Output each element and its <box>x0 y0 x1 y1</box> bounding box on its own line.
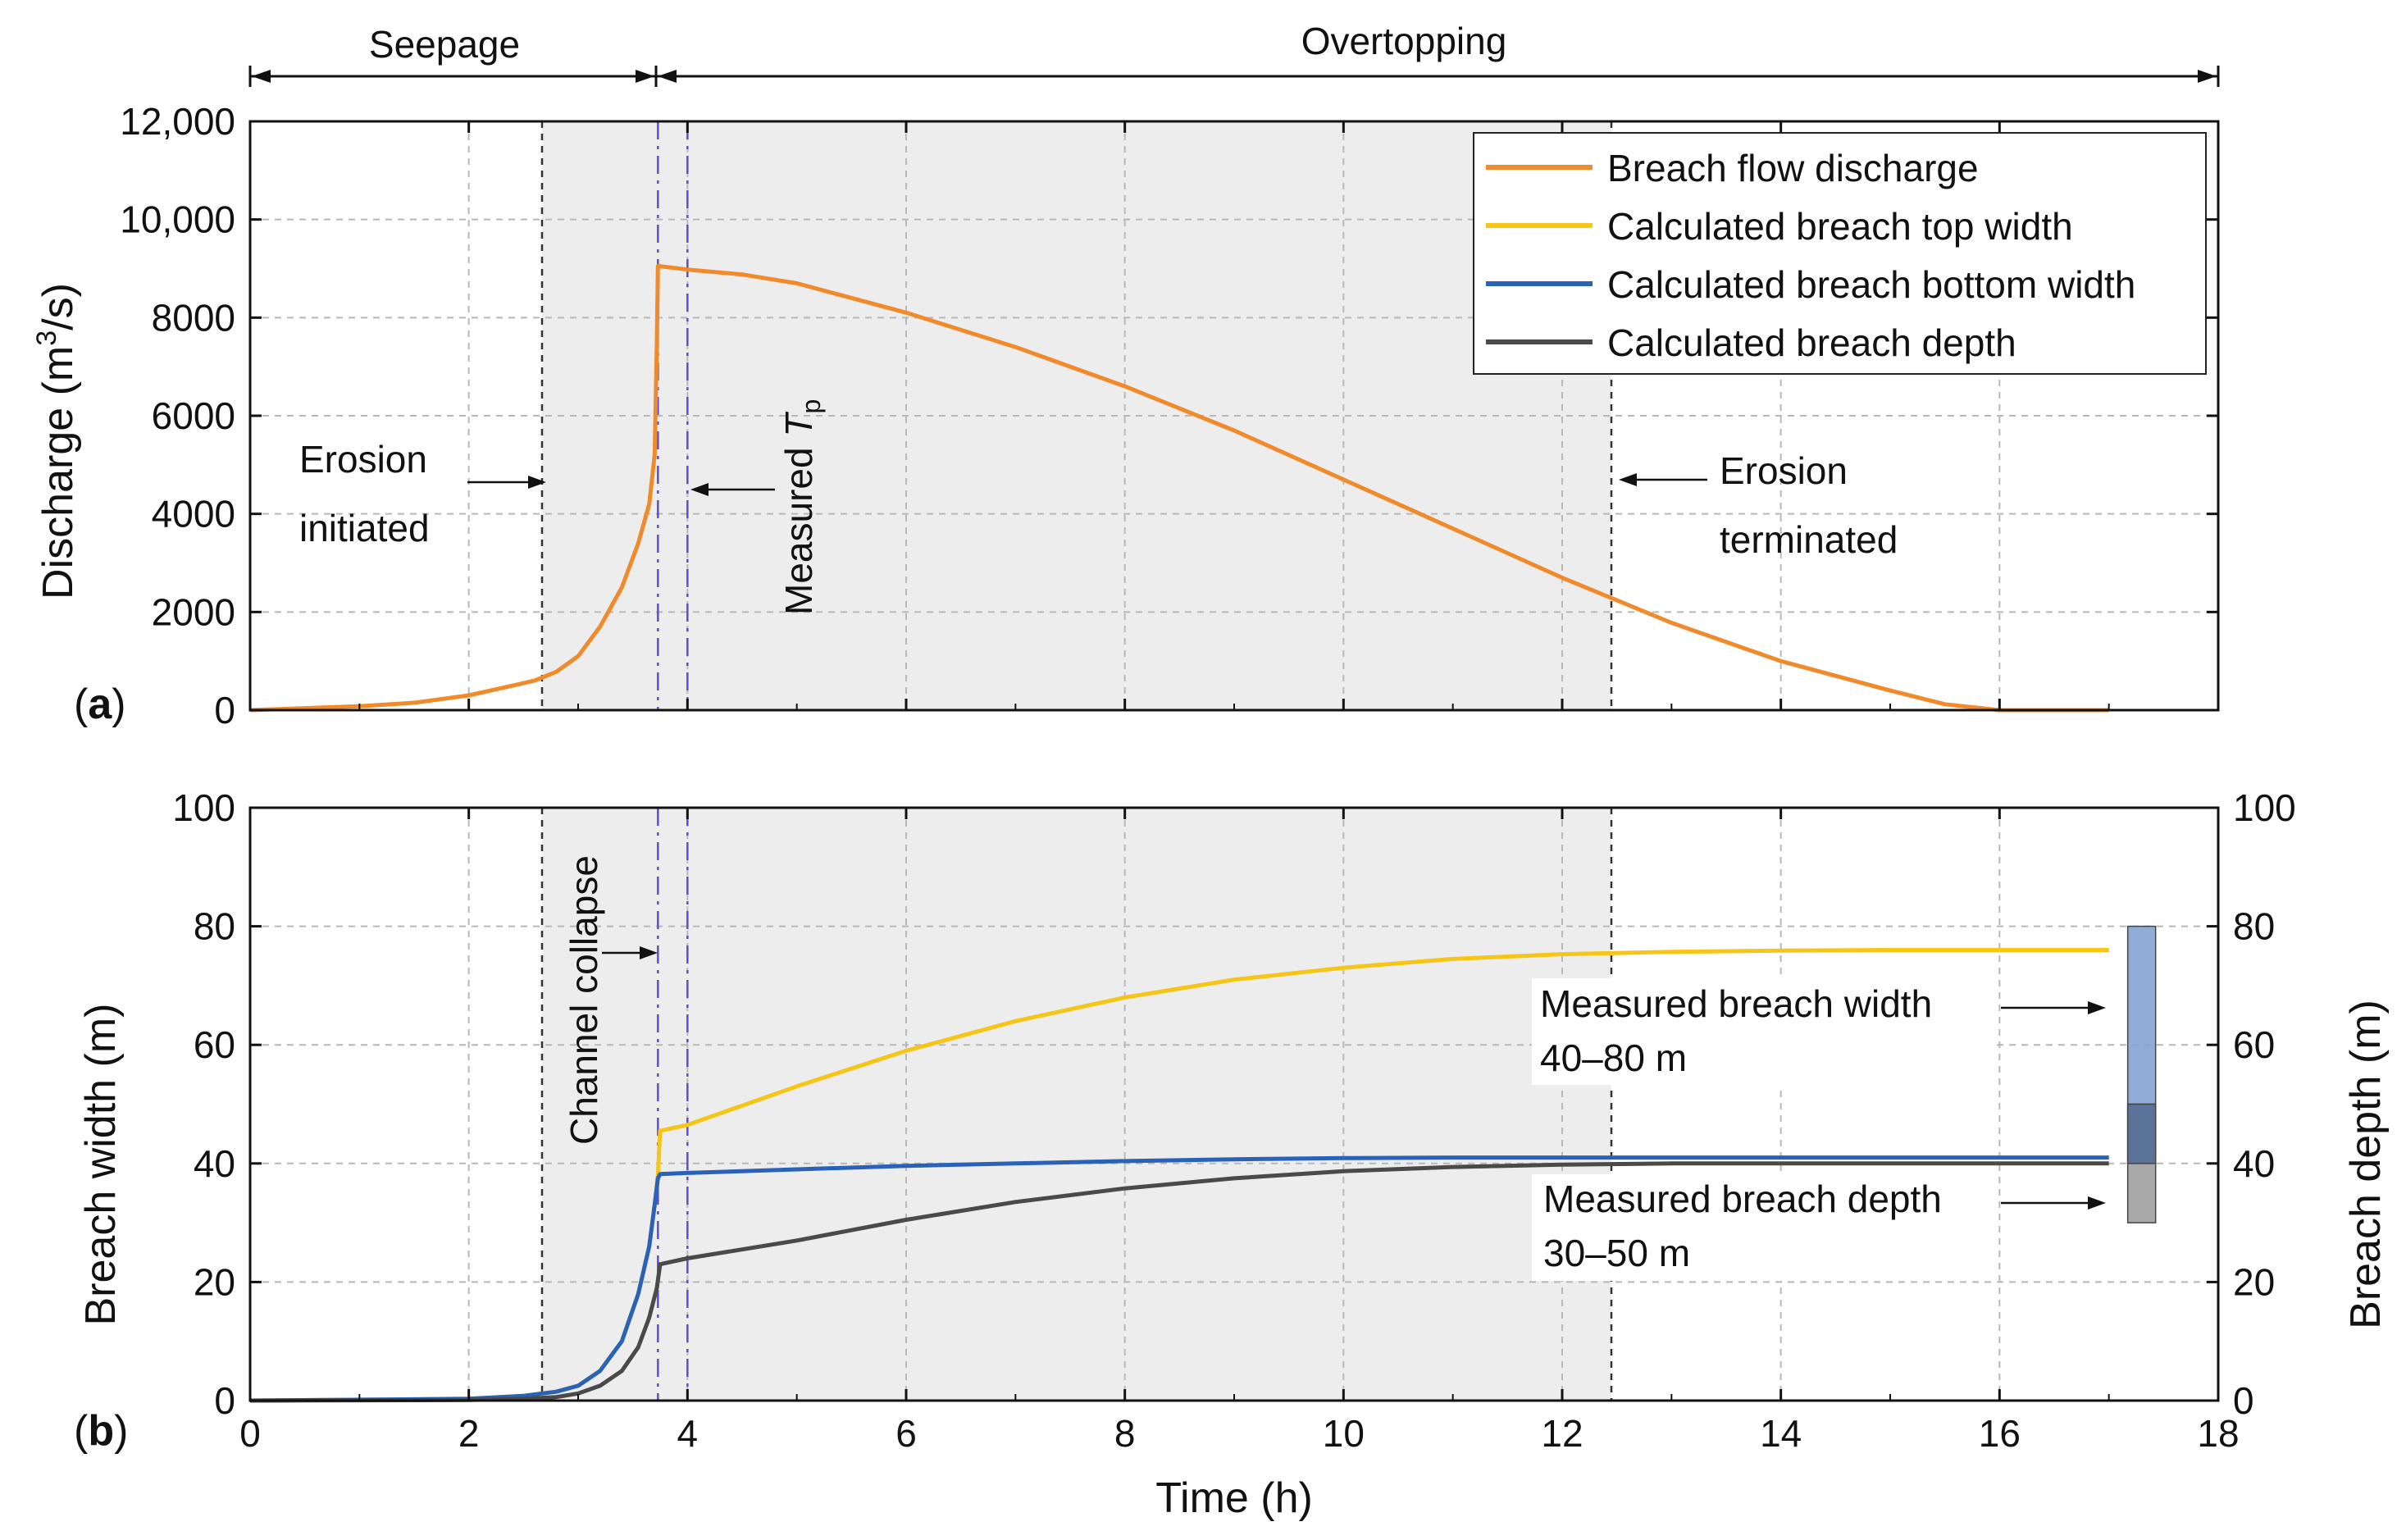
annotation-erosion-terminated-arrowhead <box>1619 473 1637 486</box>
x-tick-label: 2 <box>458 1412 480 1455</box>
x-tick-label: 12 <box>1541 1412 1583 1455</box>
series-line <box>249 1161 2109 1403</box>
ylabel-superscript: 3 <box>31 330 62 346</box>
measured-range-overlap <box>2126 1103 2157 1164</box>
panel-a-label-close: ) <box>112 681 125 728</box>
legend-label: Calculated breach bottom width <box>1607 263 2135 306</box>
y-tick-label: 10,000 <box>120 198 235 241</box>
y-tick-label: 0 <box>214 1379 235 1422</box>
panel-a-label-letter: a <box>88 681 112 728</box>
ylabel-main: Discharge (m <box>34 346 82 599</box>
panel-b-annotations: Channel collapse Measured breach width 4… <box>563 855 2106 1281</box>
panel-b-ylabel-left: Breach width (m) <box>77 1004 125 1326</box>
overtopping-arrowhead-left <box>658 70 677 83</box>
y-tick-label: 40 <box>194 1142 235 1185</box>
y-tick-label: 20 <box>194 1260 235 1303</box>
measured-width-label-bg <box>1532 978 1991 1085</box>
x-tick-label: 14 <box>1760 1412 1802 1455</box>
legend-label: Calculated breach top width <box>1607 205 2073 248</box>
panel-a-discharge: 0 2000 4000 6000 8000 10,000 12,000 Discharge … <box>31 100 2220 731</box>
panel-b-series <box>249 948 2109 1403</box>
y-tick-label: 2000 <box>152 590 235 633</box>
panel-a-label: (a) <box>74 681 126 728</box>
legend-box <box>1473 132 2207 375</box>
panel-a-annotations: Erosion initiated Measured Tp Erosion te… <box>299 399 1898 615</box>
panel-a-vertical-lines <box>540 121 1613 710</box>
y-tick-label: 12,000 <box>120 100 235 143</box>
measured-depth-label-line2: 30–50 m <box>1543 1232 1690 1274</box>
measured-width-label-line1: Measured breach width <box>1540 982 1932 1025</box>
measured-tp-italic: T <box>777 412 820 437</box>
y-tick-label: 0 <box>214 689 235 731</box>
measured-tp-subscript: p <box>796 399 826 414</box>
panel-a-series <box>249 264 2109 713</box>
annotation-measured-tp: Measured Tp <box>777 399 826 615</box>
phase-header: Seepage Overtopping <box>248 20 2220 87</box>
legend-label: Calculated breach depth <box>1607 321 2016 364</box>
panel-b-label-letter: b <box>88 1407 114 1455</box>
measured-width-arrowhead <box>2088 1001 2106 1014</box>
annotation-channel-collapse-arrowhead <box>640 946 658 959</box>
panel-b-xlabel: Time (h) <box>1155 1474 1313 1522</box>
y-tick-label: 80 <box>194 905 235 948</box>
annotation-erosion-initiated-arrowhead <box>528 476 546 489</box>
panel-b-ylabel-right: Breach depth (m) <box>2342 1000 2390 1329</box>
panel-a-ylabel: Discharge (m3/s) <box>31 283 82 599</box>
overtopping-arrowhead-right <box>2198 70 2217 83</box>
y-right-tick-label: 80 <box>2233 905 2275 948</box>
y-right-tick-label: 0 <box>2233 1379 2254 1422</box>
y-tick-label: 4000 <box>152 493 235 535</box>
panel-b-shading <box>542 808 1611 1401</box>
measured-width-label-line2: 40–80 m <box>1540 1037 1687 1079</box>
annotation-channel-collapse: Channel collapse <box>563 855 605 1145</box>
annotation-erosion-terminated-line2: terminated <box>1720 518 1898 561</box>
phase-label-overtopping: Overtopping <box>1301 20 1507 62</box>
y-right-tick-label: 100 <box>2233 786 2296 829</box>
x-tick-label: 18 <box>2197 1412 2239 1455</box>
y-right-tick-label: 20 <box>2233 1260 2275 1303</box>
seepage-arrowhead-right <box>636 70 654 83</box>
panel-a-ticks: 0 2000 4000 6000 8000 10,000 12,000 <box>120 100 2220 731</box>
x-tick-label: 16 <box>1979 1412 2021 1455</box>
ylabel-tail: /s) <box>34 283 82 330</box>
series-line <box>249 1155 2109 1403</box>
annotation-erosion-terminated-line1: Erosion <box>1720 449 1848 492</box>
seepage-arrowhead-left <box>252 70 271 83</box>
panel-b-label: (b) <box>74 1407 128 1455</box>
x-tick-label: 8 <box>1114 1412 1136 1455</box>
measured-depth-label-bg <box>1532 1174 1991 1281</box>
panel-b-vertical-lines <box>540 808 1613 1401</box>
y-right-tick-label: 60 <box>2233 1023 2275 1066</box>
annotation-erosion-initiated-line1: Erosion <box>299 438 427 481</box>
measured-depth-arrowhead <box>2088 1196 2106 1210</box>
panel-b-measured-ranges <box>2126 925 2157 1223</box>
panel-a-label-open: ( <box>74 681 89 728</box>
annotation-erosion-initiated-line2: initiated <box>299 507 430 549</box>
panel-b-label-close: ) <box>114 1407 128 1455</box>
y-tick-label: 100 <box>172 786 235 829</box>
y-tick-label: 60 <box>194 1023 235 1066</box>
phase-label-seepage: Seepage <box>369 23 520 66</box>
y-tick-label: 8000 <box>152 296 235 339</box>
x-tick-label: 0 <box>239 1412 261 1455</box>
measured-depth-label-line1: Measured breach depth <box>1543 1178 1942 1220</box>
x-tick-label: 6 <box>895 1412 917 1455</box>
legend: Breach flow discharge Calculated breach t… <box>1473 132 2207 375</box>
y-tick-label: 6000 <box>152 394 235 437</box>
series-line <box>249 264 2109 713</box>
x-tick-label: 4 <box>677 1412 699 1455</box>
measured-tp-text: Measured <box>777 437 820 615</box>
x-tick-label: 10 <box>1323 1412 1365 1455</box>
legend-label: Breach flow discharge <box>1607 147 1979 189</box>
y-right-tick-label: 40 <box>2233 1142 2275 1185</box>
panel-b-label-open: ( <box>74 1407 89 1455</box>
annotation-measured-tp-arrowhead <box>690 483 709 496</box>
